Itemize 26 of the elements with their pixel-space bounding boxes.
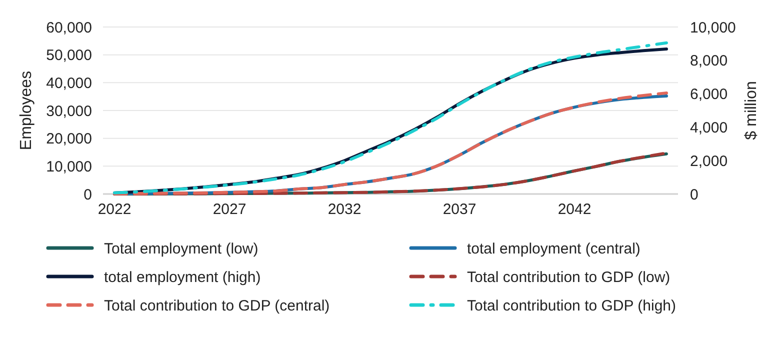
legend-label: total employment (central) bbox=[467, 240, 640, 258]
legend-label: total employment (high) bbox=[104, 268, 261, 286]
y-tick-label: 50,000 bbox=[46, 47, 92, 64]
y2-tick-label: 10,000 bbox=[690, 19, 736, 36]
y2-tick-label: 2,000 bbox=[690, 152, 728, 170]
x-tick-label: 2037 bbox=[442, 201, 476, 218]
y-tick-label: 10,000 bbox=[46, 158, 92, 176]
y-axis-title: Employees bbox=[18, 70, 35, 150]
legend-label: Total contribution to GDP (low) bbox=[467, 268, 670, 286]
legend-label: Total employment (low) bbox=[104, 240, 258, 258]
x-tick-label: 2042 bbox=[558, 201, 592, 218]
y2-tick-label: 0 bbox=[690, 186, 698, 204]
y-tick-label: 30,000 bbox=[46, 102, 92, 120]
y-tick-label: 0 bbox=[84, 186, 92, 204]
x-tick-label: 2022 bbox=[98, 201, 132, 218]
legend-label: Total contribution to GDP (central) bbox=[104, 297, 330, 314]
x-tick-label: 2032 bbox=[328, 201, 362, 218]
y2-tick-label: 6,000 bbox=[690, 86, 728, 104]
legend-label: Total contribution to GDP (high) bbox=[467, 297, 676, 314]
y2-tick-label: 8,000 bbox=[690, 52, 728, 70]
y-tick-label: 60,000 bbox=[46, 19, 92, 36]
y-tick-label: 40,000 bbox=[46, 74, 92, 92]
y-tick-label: 20,000 bbox=[46, 130, 92, 148]
x-tick-label: 2027 bbox=[212, 201, 246, 218]
y2-tick-label: 4,000 bbox=[690, 119, 728, 136]
y2-axis-title: $ million bbox=[743, 81, 760, 140]
